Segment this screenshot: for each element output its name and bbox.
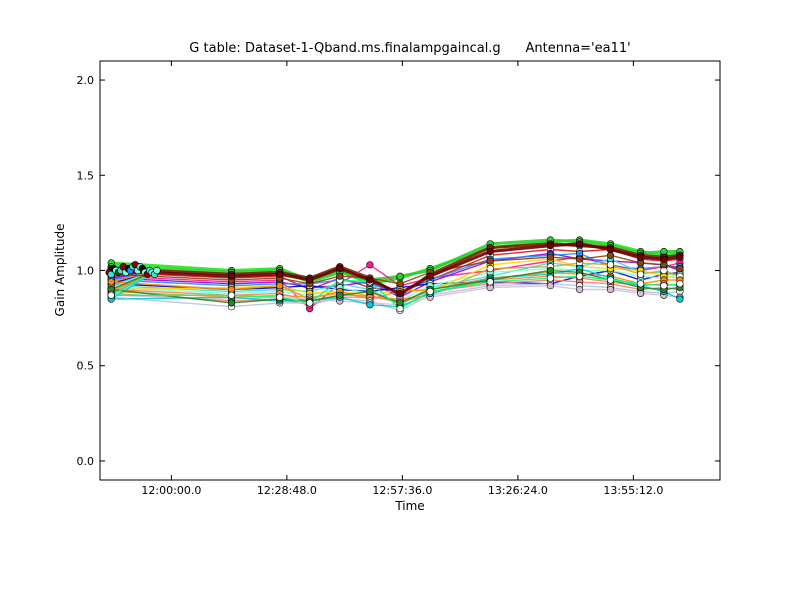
data-point (107, 291, 115, 299)
data-point (276, 282, 284, 290)
series-line (111, 252, 681, 298)
x-tick-label: 13:26:24.0 (488, 484, 548, 497)
data-point (575, 255, 584, 263)
data-point (636, 270, 645, 278)
x-tick-label: 13:55:12.0 (603, 484, 663, 497)
data-point (336, 265, 344, 273)
data-point (546, 274, 555, 282)
data-point (606, 245, 615, 254)
series-line (110, 267, 681, 302)
data-point (486, 278, 494, 286)
series-line (111, 252, 680, 295)
data-point (276, 293, 284, 301)
data-point (227, 291, 236, 299)
series-line (111, 238, 680, 284)
data-point (107, 278, 115, 286)
data-point (366, 301, 374, 309)
series-layer (105, 236, 684, 315)
data-point (486, 265, 494, 273)
data-point (336, 291, 344, 299)
data-point (575, 272, 584, 280)
data-point (426, 287, 434, 296)
series-line (108, 269, 680, 306)
series-line (108, 269, 680, 312)
data-point (486, 257, 494, 265)
cluster-point (153, 266, 161, 275)
series-line (111, 269, 680, 300)
data-point (306, 299, 314, 307)
data-point (546, 253, 555, 261)
series-line (110, 269, 680, 310)
data-point (575, 285, 584, 294)
data-point (486, 247, 494, 256)
x-tick-label: 12:28:48.0 (257, 484, 317, 497)
data-point (546, 282, 555, 290)
data-point (676, 280, 684, 288)
data-point (396, 305, 404, 313)
data-point (227, 272, 236, 280)
data-point (396, 272, 404, 280)
data-point (636, 253, 645, 261)
data-point (276, 270, 284, 278)
x-tick-label: 12:00:00.0 (141, 484, 201, 497)
data-point (366, 261, 374, 269)
y-tick-label: 1.0 (77, 265, 95, 278)
data-point (676, 265, 684, 273)
chart-title: G table: Dataset-1-Qband.ms.finalampgain… (189, 41, 630, 56)
data-point (546, 266, 555, 275)
data-point (606, 276, 615, 284)
data-point (306, 276, 314, 284)
data-point (396, 289, 404, 298)
data-point (366, 276, 374, 284)
series-line (111, 242, 681, 296)
data-point (426, 272, 434, 280)
series-line (110, 269, 680, 304)
data-point (676, 253, 684, 261)
y-tick-label: 0.5 (77, 360, 95, 373)
data-point (366, 287, 374, 296)
axes-layer: 0.0 0.5 1.0 1.5 2.0 12:00:00.0 12:28:48.0 12:57… (77, 60, 721, 497)
data-point (336, 272, 344, 280)
data-point (575, 240, 584, 248)
data-point (546, 242, 555, 250)
y-axis-label: Gain Amplitude (53, 224, 67, 317)
data-point (606, 261, 615, 269)
y-tick-label: 2.0 (77, 74, 95, 87)
data-point (606, 285, 615, 294)
y-tick-label: 0.0 (77, 455, 95, 468)
x-tick-label: 12:57:36.0 (372, 484, 432, 497)
y-tick-label: 1.5 (77, 169, 95, 182)
data-point (660, 282, 668, 290)
series-line (111, 254, 681, 285)
data-point (660, 255, 668, 263)
x-axis-label: Time (394, 499, 424, 513)
data-point (636, 280, 645, 288)
data-point (227, 299, 236, 307)
data-point (396, 280, 404, 288)
data-point (676, 295, 684, 303)
